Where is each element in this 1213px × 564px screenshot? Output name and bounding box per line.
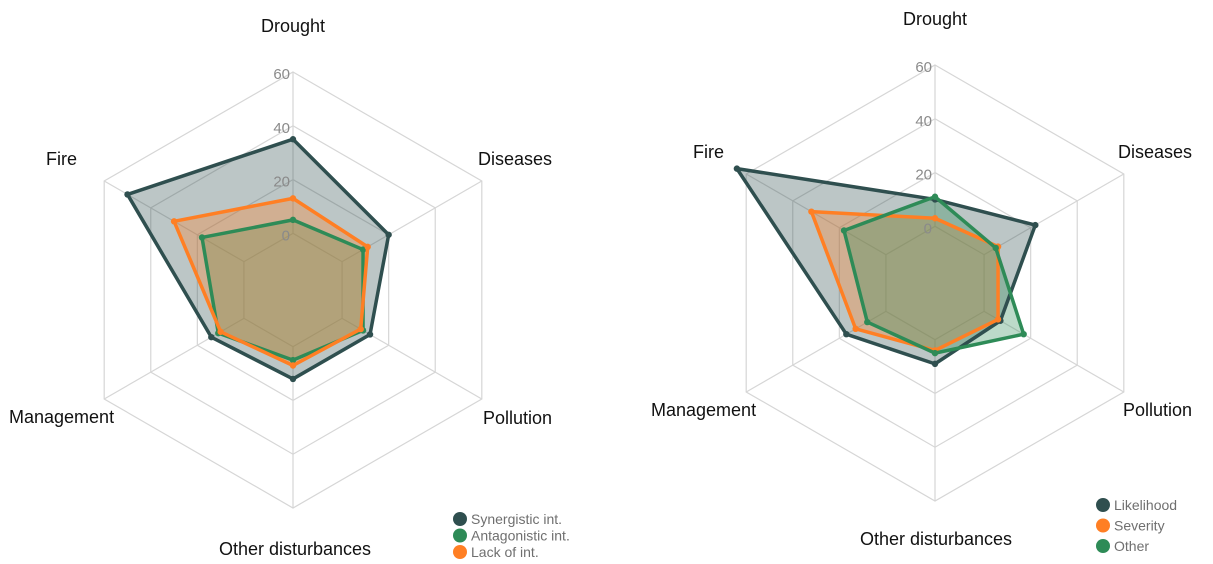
legend-label: Other xyxy=(1114,538,1149,554)
radar-chart-2: 0 20 40 60 Drought Diseases Pollution Other dis… xyxy=(651,9,1192,554)
axis-label-fire: Fire xyxy=(693,142,724,162)
grid-spoke xyxy=(745,173,887,256)
data-point-other xyxy=(931,193,939,200)
radial-tick-label: 40 xyxy=(915,113,932,130)
data-point-likelihood xyxy=(733,165,741,172)
legend-marker xyxy=(453,528,467,543)
axis-label-drought: Drought xyxy=(261,16,325,36)
series-area-severity xyxy=(811,211,999,351)
grid-spoke xyxy=(983,173,1125,256)
data-point-synergistic-int xyxy=(289,136,297,143)
data-point-antagonistic-int xyxy=(289,216,297,224)
axis-label-other-disturbances: Other disturbances xyxy=(860,529,1012,549)
axis-label-pollution: Pollution xyxy=(1123,400,1192,420)
grid-spoke xyxy=(745,310,887,393)
data-point-antagonistic-int xyxy=(289,356,297,364)
data-point-other xyxy=(931,349,939,357)
legend-marker xyxy=(1096,539,1110,553)
legend-label: Likelihood xyxy=(1114,497,1177,513)
axis-label-pollution: Pollution xyxy=(483,408,552,428)
legend: Likelihood Severity Other xyxy=(1096,497,1177,554)
axis-label-diseases: Diseases xyxy=(1118,142,1192,162)
legend-label: Lack of int. xyxy=(471,544,539,560)
data-point-other xyxy=(1020,330,1027,338)
data-point-severity xyxy=(808,208,815,215)
series-area-synergistic-int- xyxy=(127,139,389,379)
axis-label-drought: Drought xyxy=(903,9,967,29)
radial-tick-label: 0 xyxy=(924,220,932,237)
legend-marker xyxy=(453,545,467,559)
data-point-synergistic-int xyxy=(385,231,392,238)
data-point-severity xyxy=(852,325,859,333)
radial-tick-label: 20 xyxy=(273,174,290,191)
axis-label-management: Management xyxy=(651,400,756,420)
data-point-likelihood xyxy=(931,360,939,368)
legend-marker xyxy=(1096,518,1110,533)
axis-label-fire: Fire xyxy=(46,149,77,169)
data-point-other xyxy=(840,227,848,234)
radial-tick-label: 0 xyxy=(282,227,290,244)
data-point-antagonistic-int xyxy=(359,246,367,253)
radial-tick-label: 60 xyxy=(273,66,290,83)
axis-label-diseases: Diseases xyxy=(478,149,552,169)
data-point-other xyxy=(992,244,999,252)
radar-series-group xyxy=(124,136,392,383)
radar-grid xyxy=(745,64,1125,502)
data-point-synergistic-int xyxy=(124,191,131,198)
axis-label-other-disturbances: Other disturbances xyxy=(219,539,371,559)
data-point-lack-of-int xyxy=(170,218,178,225)
data-point-antagonistic-int xyxy=(198,234,206,241)
legend-label: Severity xyxy=(1114,518,1165,534)
radar-series-group xyxy=(733,165,1039,368)
legend-label: Antagonistic int. xyxy=(471,528,570,544)
data-point-lack-of-int xyxy=(289,195,297,202)
legend-marker xyxy=(453,512,467,526)
data-point-synergistic-int xyxy=(289,375,297,383)
data-point-lack-of-int xyxy=(364,243,371,251)
legend: Synergistic int.Antagonistic int.Lack of… xyxy=(453,511,570,560)
radial-tick-label: 40 xyxy=(273,120,290,137)
radial-tick-label: 60 xyxy=(915,59,932,76)
grid-spoke xyxy=(983,310,1125,393)
legend-label: Synergistic int. xyxy=(471,511,562,527)
series-area-lack-of-int- xyxy=(174,198,368,366)
legend-marker xyxy=(1096,498,1110,512)
radial-tick-label: 20 xyxy=(915,167,932,184)
radar-chart-1: 0 20 40 60 Drought Diseases Pollution Other dis… xyxy=(9,16,570,560)
data-point-synergistic-int xyxy=(208,333,215,341)
data-point-lack-of-int xyxy=(289,362,297,369)
data-point-other xyxy=(864,318,871,326)
axis-label-management: Management xyxy=(9,407,114,427)
data-point-synergistic-int xyxy=(366,331,374,338)
data-point-severity xyxy=(931,215,939,222)
data-point-likelihood xyxy=(843,330,850,338)
data-point-severity xyxy=(994,316,1002,323)
data-point-likelihood xyxy=(1032,221,1039,229)
data-point-lack-of-int xyxy=(357,325,364,333)
data-point-lack-of-int xyxy=(217,328,224,335)
series-area-antagonistic-int- xyxy=(202,219,364,361)
